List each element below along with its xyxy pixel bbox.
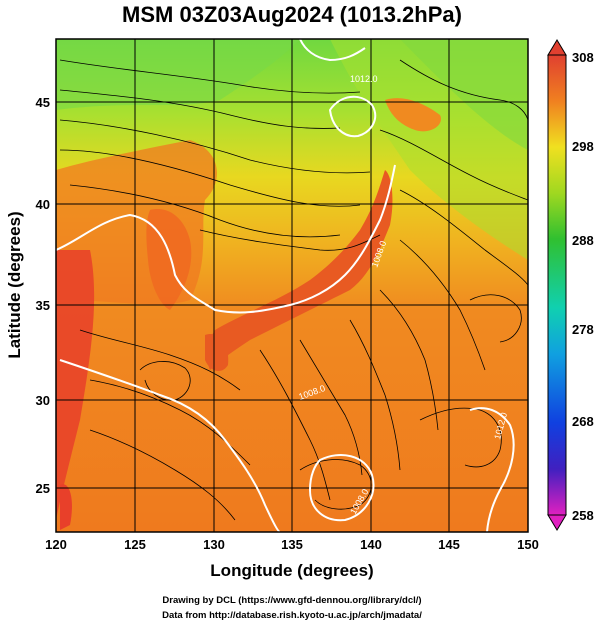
chart-title: MSM 03Z03Aug2024 (1013.2hPa): [122, 2, 462, 27]
japan-kyushu: [205, 334, 229, 372]
colorbar-tick-label: 288: [572, 233, 594, 248]
x-tick-label: 150: [517, 537, 539, 552]
colorbar: 308 298 288 278 268 258: [547, 39, 594, 531]
china-hot: [56, 250, 95, 520]
y-tick-label: 40: [36, 197, 50, 212]
pressure-contours: [56, 39, 515, 532]
colorbar-tick-label: 278: [572, 322, 594, 337]
x-axis-label: Longitude (degrees): [210, 561, 373, 580]
colorbar-tick-label: 258: [572, 508, 594, 523]
colorbar-top-arrow: [547, 39, 567, 56]
contour-label-1012-b: 1012.0: [350, 74, 378, 84]
x-tick-label: 145: [438, 537, 460, 552]
taiwan: [60, 484, 72, 530]
credit-data: Data from http://database.rish.kyoto-u.a…: [162, 610, 422, 621]
x-tick-label: 140: [360, 537, 382, 552]
colorbar-tick-label: 298: [572, 139, 594, 154]
colorbar-bottom-arrow: [547, 514, 567, 531]
x-axis: 120 125 130 135 140 145 150 Longitude (d…: [45, 537, 539, 580]
x-tick-label: 120: [45, 537, 67, 552]
y-tick-label: 35: [36, 298, 50, 313]
plot-frame: [55, 38, 529, 533]
grid-lines: [56, 39, 528, 532]
japan-honshu: [207, 170, 393, 370]
y-tick-label: 30: [36, 393, 50, 408]
colorbar-tick-label: 268: [572, 414, 594, 429]
credit-drawing: Drawing by DCL (https://www.gfd-dennou.o…: [162, 595, 421, 606]
y-tick-label: 45: [36, 95, 50, 110]
japan-hokkaido: [385, 98, 441, 132]
x-tick-label: 135: [281, 537, 303, 552]
x-tick-label: 130: [203, 537, 225, 552]
y-tick-label: 25: [36, 481, 50, 496]
plot-area: 1008.0 1008.0 1008.0 1012.0 1012.0: [56, 39, 528, 532]
y-axis: 25 30 35 40 45 Latitude (degrees): [5, 95, 50, 496]
colorbar-scale: [547, 54, 567, 516]
y-axis-label: Latitude (degrees): [5, 211, 24, 358]
ocean-coldest-region: [400, 39, 528, 150]
x-tick-label: 125: [124, 537, 146, 552]
land-north-cool: [56, 39, 300, 110]
colorbar-tick-label: 308: [572, 50, 594, 65]
streamlines: [59, 59, 528, 521]
